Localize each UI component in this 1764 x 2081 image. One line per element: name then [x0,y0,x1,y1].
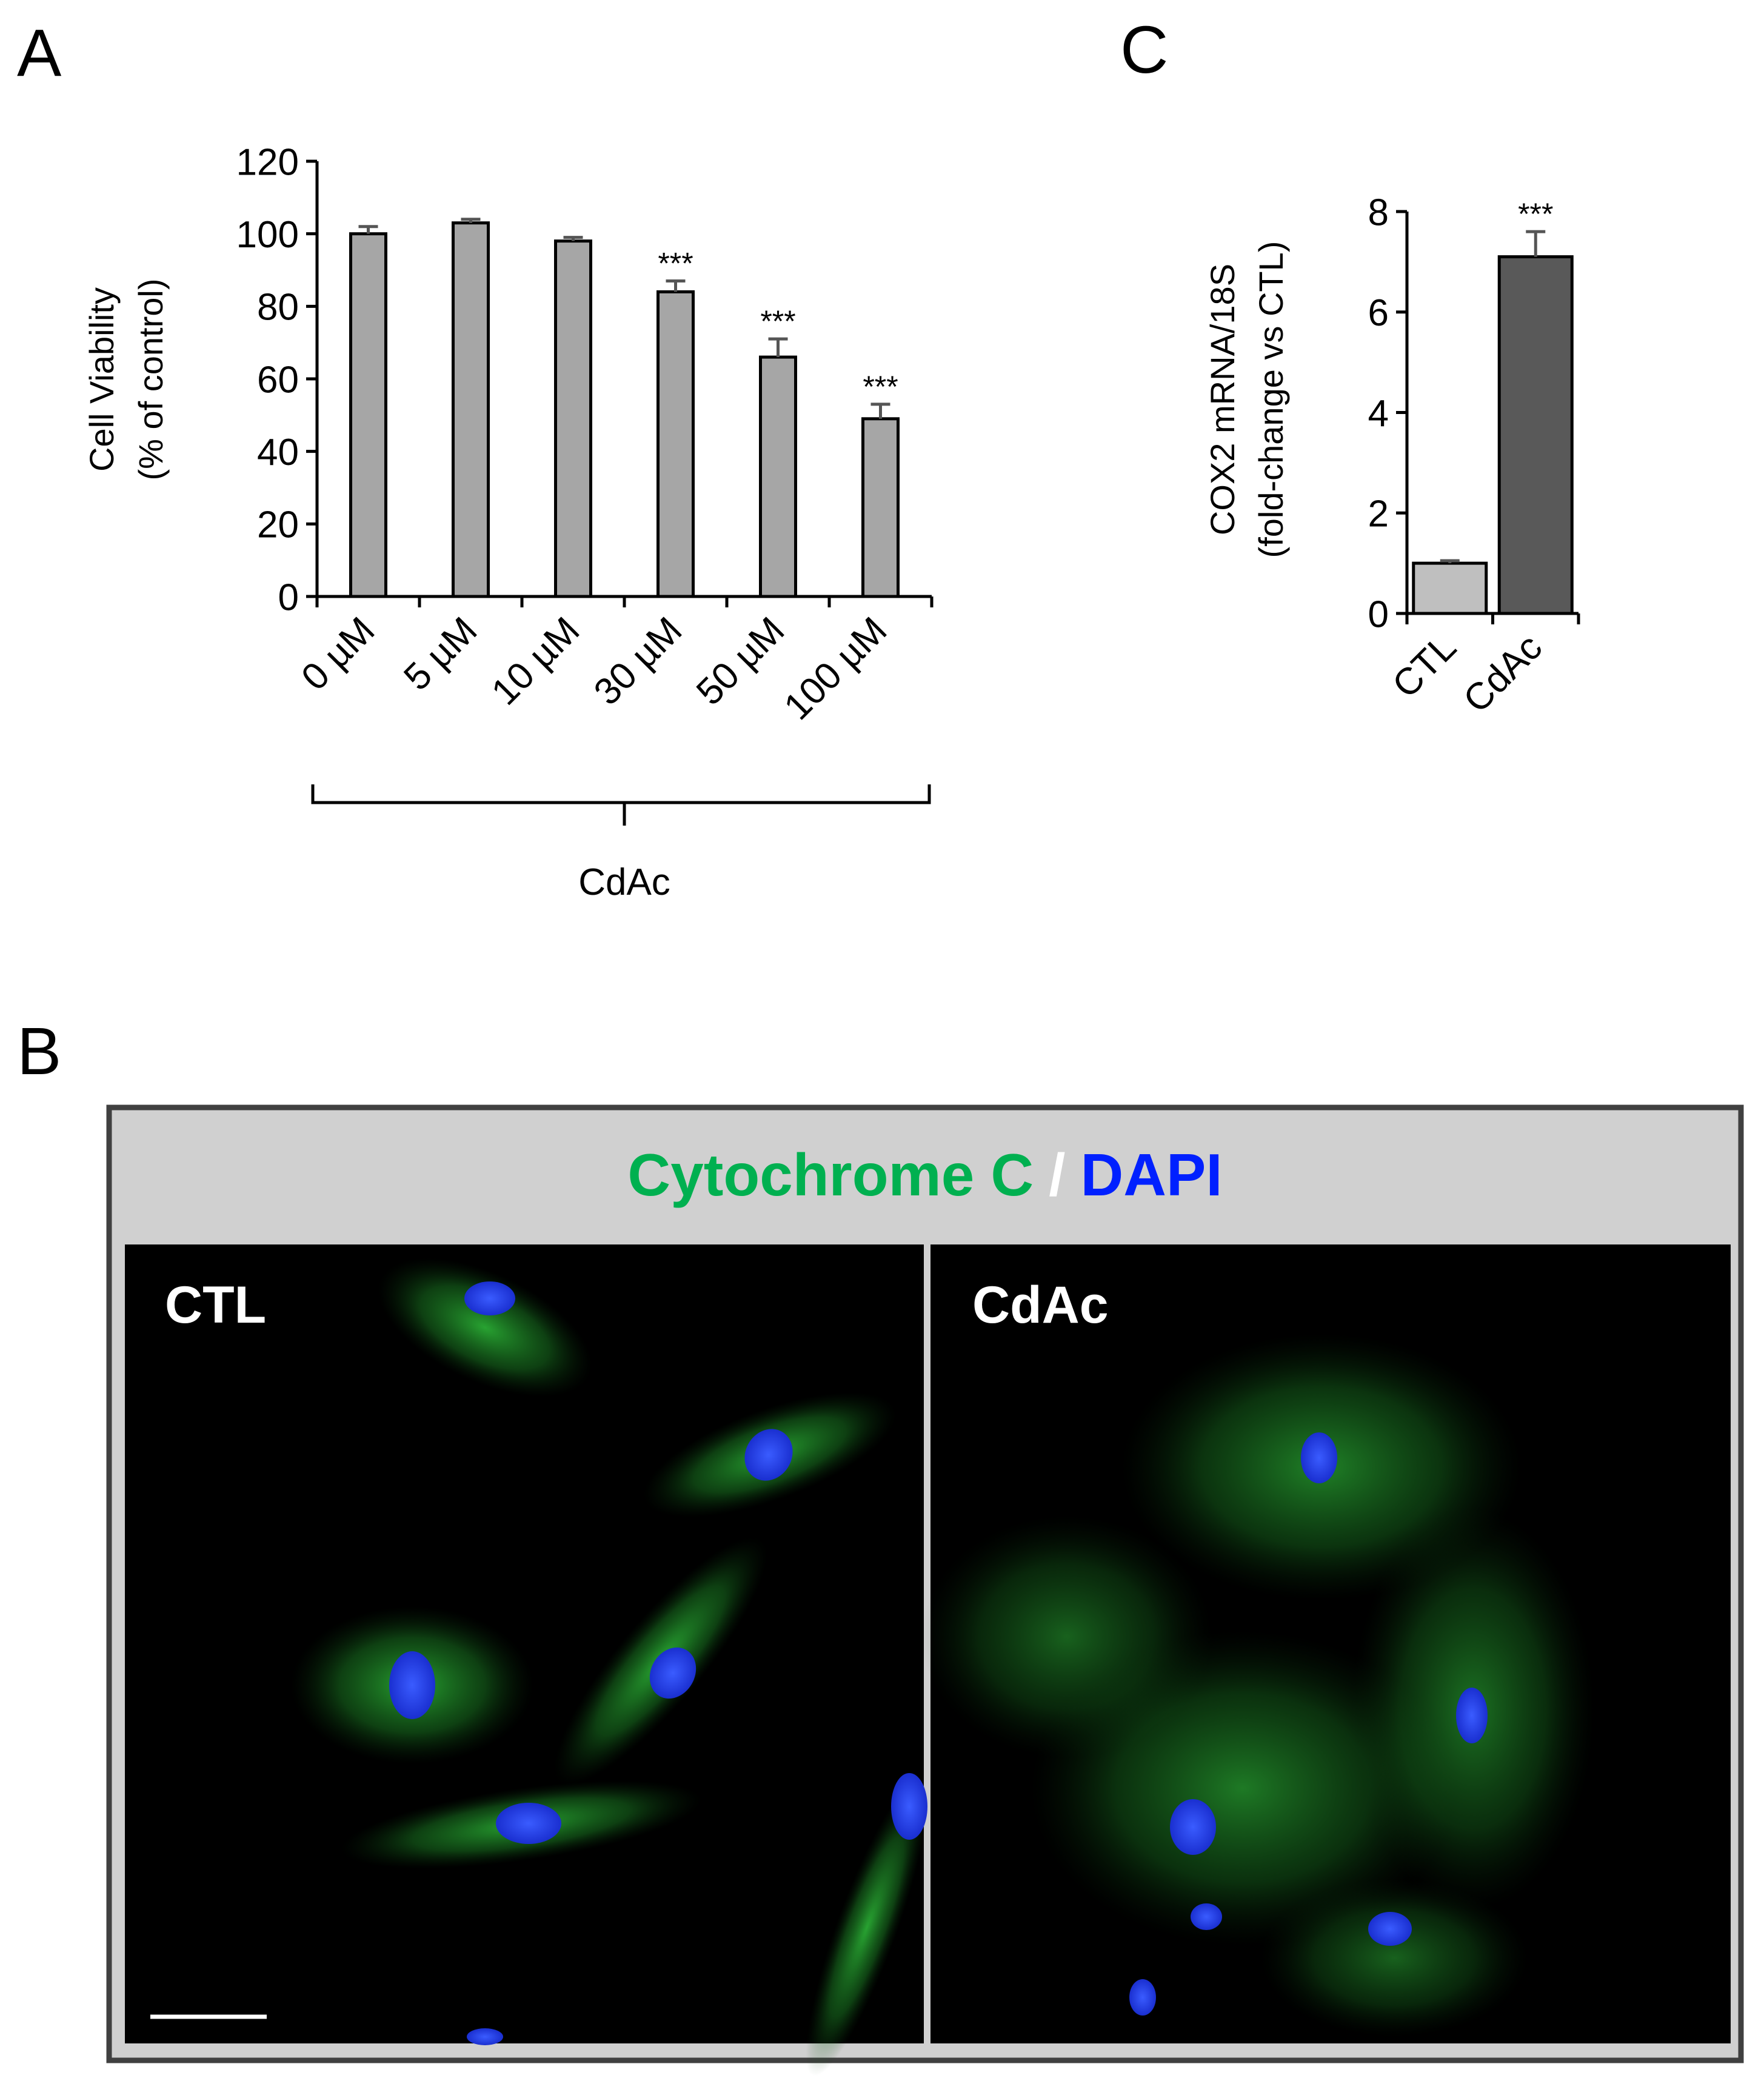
cells-ctl [291,1258,928,2076]
x-tick-label: 10 µM [484,609,588,713]
image-label: CTL [165,1276,266,1334]
error-bar [461,218,481,223]
cells-cdac [921,1334,1594,2037]
bar [759,355,797,598]
micrograph-panel: Cytochrome C / DAPI [106,1104,1744,2076]
error-bar [1526,230,1546,257]
error-bar [563,236,583,241]
chart: COX2 mRNA/18S (fold-change vs CTL) 0 2 4 6 8 CT… [1203,192,1580,721]
error-bar [666,279,686,292]
y-tick-label: 100 [236,214,299,256]
title-blue: DAPI [1080,1141,1222,1208]
y-axis-label: (fold-change vs CTL) [1252,241,1290,558]
y-axis-label: (% of control) [132,279,170,481]
y-tick-label: 120 [236,141,299,183]
error-bar [358,225,378,234]
significance: *** [760,304,795,338]
x-tick-label: 0 µM [293,609,383,698]
y-tick-label: 6 [1368,292,1389,334]
bar [861,417,900,598]
y-tick-label: 4 [1368,393,1389,435]
image-label: CdAc [972,1276,1109,1334]
bar [1497,255,1574,615]
y-tick-label: 80 [257,287,299,329]
group-bracket [311,784,931,826]
y-tick-label: 20 [257,504,299,546]
chart: Cell Viability (% of control) 0 20 40 60 80 100… [82,141,934,903]
x-tick-label: 30 µM [586,609,690,713]
y-tick-label: 0 [1368,593,1389,635]
y-axis-label: COX2 mRNA/18S [1203,264,1241,535]
error-bar [768,337,788,358]
panel-letter: C [1120,13,1168,87]
x-tick-label: CdAc [1455,626,1550,721]
panel-letter: B [17,1014,61,1089]
x-tick-label: 5 µM [396,609,485,698]
significance: *** [863,370,898,404]
bar [1412,561,1488,615]
bar [656,290,695,598]
bar [452,221,490,598]
x-tick-label: CTL [1385,626,1465,706]
y-tick-label: 0 [278,576,299,618]
micrograph-title: Cytochrome C / DAPI [627,1141,1222,1208]
y-axis-label: Cell Viability [82,287,121,472]
panel-letter: A [17,16,62,90]
y-tick-label: 2 [1368,493,1389,535]
y-tick-label: 60 [257,359,299,401]
title-green: Cytochrome C [627,1141,1034,1208]
title-separator: / [1049,1141,1065,1208]
significance: *** [658,246,693,280]
y-tick-label: 8 [1368,192,1389,233]
significance: *** [1518,197,1553,231]
error-bar [1440,559,1460,564]
error-bar [870,403,890,419]
bar [554,239,592,598]
group-label: CdAc [578,861,670,903]
x-tick-label: 100 µM [776,609,895,728]
bar [349,232,387,598]
y-tick-label: 40 [257,432,299,473]
